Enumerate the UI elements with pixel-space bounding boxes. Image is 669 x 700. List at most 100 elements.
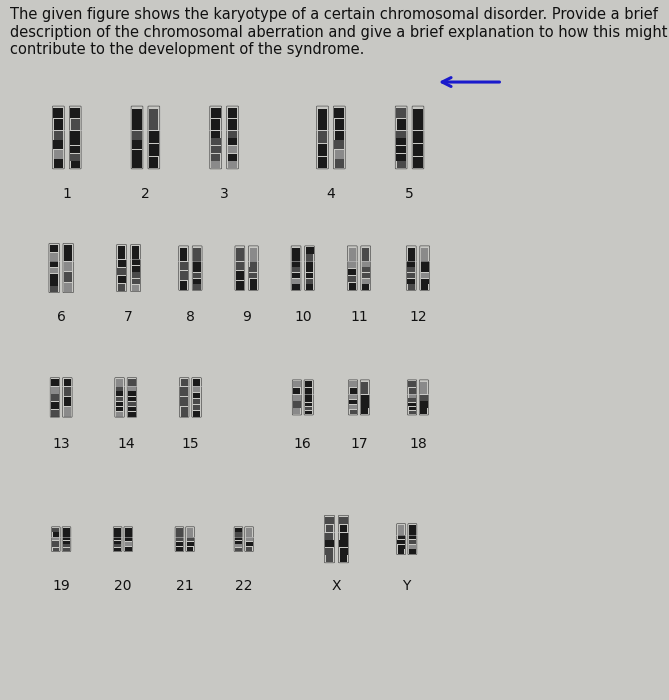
Bar	[193, 273, 201, 278]
Bar	[228, 153, 237, 160]
Bar	[292, 248, 300, 260]
Bar	[52, 410, 59, 416]
Bar	[211, 119, 220, 130]
Bar	[128, 397, 136, 401]
Bar	[176, 528, 183, 537]
Bar	[409, 407, 415, 410]
Text: 19: 19	[52, 579, 70, 593]
Bar	[128, 391, 136, 396]
Bar	[409, 525, 415, 535]
Text: 3: 3	[219, 187, 229, 201]
Text: 21: 21	[176, 579, 193, 593]
Bar	[118, 246, 125, 259]
Bar	[292, 284, 300, 290]
Bar	[116, 397, 124, 401]
Bar	[128, 407, 136, 412]
Bar	[193, 284, 201, 290]
Bar	[349, 283, 356, 290]
Bar	[318, 131, 327, 143]
Bar	[193, 261, 201, 267]
Bar	[51, 394, 59, 401]
Bar	[63, 528, 70, 532]
Bar	[397, 153, 406, 160]
Bar	[397, 545, 405, 549]
Text: 5: 5	[405, 187, 414, 201]
Bar	[149, 144, 159, 155]
Bar	[294, 388, 300, 394]
Bar	[334, 119, 344, 130]
Bar	[64, 246, 72, 261]
Bar	[420, 395, 427, 401]
Bar	[132, 266, 140, 272]
Bar	[235, 528, 242, 532]
Text: 14: 14	[117, 437, 134, 451]
Bar	[293, 381, 300, 387]
Bar	[420, 382, 427, 394]
Bar	[52, 379, 59, 386]
Bar	[193, 393, 201, 398]
Bar	[211, 139, 221, 146]
Bar	[348, 269, 357, 275]
Bar	[132, 279, 140, 284]
Bar	[250, 267, 258, 272]
Bar	[116, 379, 123, 386]
Bar	[116, 402, 123, 406]
Bar	[292, 279, 300, 284]
Bar	[193, 279, 201, 284]
Bar	[340, 525, 347, 532]
Bar	[118, 284, 125, 291]
Bar	[52, 528, 60, 532]
Bar	[52, 402, 59, 409]
Bar	[326, 525, 333, 532]
Bar	[236, 271, 244, 280]
Bar	[407, 284, 415, 290]
Bar	[362, 267, 370, 272]
Bar	[180, 262, 187, 270]
Bar	[132, 246, 139, 259]
Bar	[409, 540, 416, 545]
Bar	[180, 248, 187, 260]
Bar	[396, 108, 406, 118]
Bar	[250, 248, 257, 260]
Bar	[349, 276, 356, 282]
Bar	[326, 533, 333, 540]
Bar	[128, 402, 136, 406]
Bar	[125, 537, 132, 542]
Bar	[349, 381, 357, 387]
Bar	[306, 279, 313, 284]
Bar	[407, 267, 415, 272]
Bar	[70, 139, 80, 146]
Bar	[114, 544, 121, 547]
Bar	[339, 517, 348, 524]
Bar	[326, 555, 333, 562]
Bar	[228, 131, 237, 138]
Bar	[50, 253, 58, 261]
Bar	[421, 261, 429, 267]
Bar	[64, 533, 70, 537]
Bar	[181, 397, 188, 406]
Bar	[397, 540, 405, 545]
Bar	[64, 407, 71, 416]
Bar	[305, 398, 312, 402]
Text: description of the chromosomal aberration and give a brief explanation to how th: description of the chromosomal aberratio…	[10, 25, 668, 39]
Bar	[340, 533, 347, 540]
Bar	[340, 548, 347, 554]
Text: X: X	[332, 579, 341, 593]
Bar	[413, 157, 423, 168]
Bar	[187, 528, 193, 537]
Bar	[409, 550, 415, 554]
Bar	[246, 537, 252, 542]
Bar	[246, 528, 252, 537]
Bar	[187, 537, 193, 542]
Bar	[149, 157, 159, 168]
Bar	[397, 535, 405, 540]
Bar	[228, 119, 237, 130]
Bar	[125, 547, 132, 551]
Bar	[305, 411, 312, 414]
Bar	[236, 248, 244, 260]
Bar	[246, 547, 252, 551]
Bar	[193, 405, 200, 410]
Bar	[117, 267, 126, 275]
Bar	[305, 402, 312, 406]
Bar	[193, 248, 201, 260]
